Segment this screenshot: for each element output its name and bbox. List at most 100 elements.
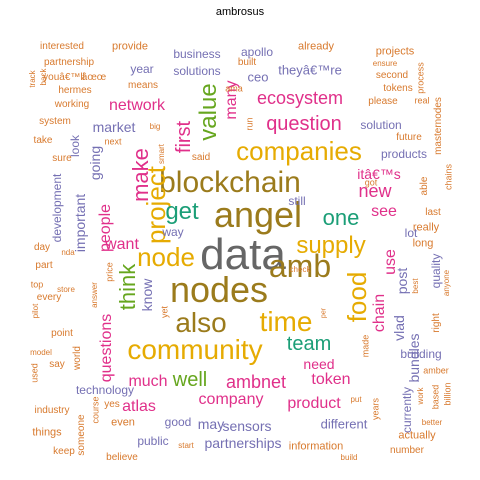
word-food: food — [342, 271, 372, 323]
word-lot: lot — [404, 226, 418, 240]
word-future: future — [396, 132, 422, 143]
word-quality: quality — [429, 253, 443, 289]
word-course: course — [90, 396, 101, 424]
word-per: per — [320, 307, 328, 319]
word-years: years — [370, 397, 381, 421]
word-partnership: partnership — [43, 57, 95, 68]
word-question: question — [266, 113, 342, 135]
word-best: best — [411, 278, 420, 294]
word-work: work — [416, 387, 425, 405]
word-check: check — [289, 265, 311, 274]
word-things: things — [32, 426, 62, 439]
word-supply: supply — [296, 232, 366, 259]
word-second: second — [375, 70, 409, 81]
word-point: point — [51, 328, 73, 339]
word-last: last — [425, 207, 441, 218]
word-track: track — [28, 70, 37, 88]
word-build: build — [340, 453, 358, 462]
word-information: information — [288, 440, 344, 453]
word-still: still — [288, 194, 306, 208]
word-masternodes: masternodes — [433, 97, 444, 155]
word-company: company — [198, 391, 264, 408]
word-yes: yes — [104, 399, 120, 410]
word-every: every — [36, 292, 62, 303]
word-community: community — [127, 334, 263, 365]
word-time: time — [259, 306, 313, 337]
word-back: back — [39, 68, 48, 86]
word-built: built — [237, 57, 257, 68]
word-actually: actually — [398, 429, 436, 442]
word-start: start — [178, 441, 194, 450]
word-nda: nda — [61, 248, 75, 257]
word-ecosystem: ecosystem — [256, 88, 344, 108]
word-used: used — [29, 363, 40, 383]
word-it-s: itâ€™s — [357, 166, 401, 182]
word-please: please — [368, 96, 398, 107]
word-world: world — [72, 346, 83, 370]
word-anyone: anyone — [442, 269, 451, 297]
word-better: better — [421, 418, 443, 427]
word-means: means — [127, 80, 159, 91]
word-get: get — [165, 198, 199, 225]
word-products: products — [380, 147, 428, 161]
word-even: even — [111, 416, 135, 429]
word-pilot: pilot — [31, 303, 40, 319]
word-data: data — [200, 230, 286, 279]
word-technology: technology — [75, 383, 135, 397]
word-ensure: ensure — [372, 59, 398, 68]
word-team: team — [286, 333, 332, 355]
word-put: put — [350, 395, 362, 404]
word-business: business — [173, 47, 221, 61]
word-apollo: apollo — [240, 45, 274, 59]
word-building: building — [400, 347, 442, 361]
word-product: product — [287, 395, 341, 412]
word-token: token — [311, 371, 351, 388]
word-big: big — [149, 122, 161, 131]
word-much: much — [128, 373, 168, 390]
word-see: see — [371, 203, 397, 220]
word-questions: questions — [98, 313, 115, 383]
word-solution: solution — [360, 118, 402, 132]
word-first: first — [173, 120, 195, 154]
word-right: right — [431, 313, 442, 333]
word-sure: sure — [52, 153, 72, 164]
word-important: important — [72, 193, 88, 253]
word-post: post — [394, 267, 410, 295]
word-vlad: vlad — [391, 315, 407, 341]
word-based: based — [430, 384, 441, 410]
word-projects: projects — [375, 45, 415, 58]
word-think: think — [115, 263, 140, 311]
word-top: top — [30, 279, 44, 290]
word-got: got — [364, 177, 378, 188]
word-way: way — [162, 225, 184, 239]
word-new: new — [358, 181, 392, 201]
word-ama: ama — [225, 83, 243, 94]
word-working: working — [54, 99, 90, 110]
word-value: value — [195, 83, 222, 141]
word-billion: billion — [442, 382, 453, 406]
word-said: said — [191, 152, 211, 163]
word-say: say — [49, 359, 65, 370]
word-smart: smart — [157, 144, 166, 164]
word-they-re: theyâ€™re — [278, 62, 342, 78]
word-year: year — [130, 62, 154, 76]
word-answer: answer — [90, 282, 99, 308]
word-day: day — [33, 242, 51, 253]
word-angel: angel — [213, 194, 303, 235]
word-atlas: atlas — [122, 398, 156, 415]
word-able: able — [419, 176, 430, 196]
word-ambnet: ambnet — [225, 372, 287, 392]
word-people: people — [97, 203, 114, 253]
word-make: make — [128, 148, 153, 202]
word-different: different — [320, 416, 368, 432]
word-blockchain: blockchain — [159, 166, 301, 199]
word-need: need — [303, 356, 335, 372]
word-good: good — [164, 415, 192, 429]
word-well: well — [172, 369, 208, 391]
word-store: store — [57, 285, 75, 294]
word-also: also — [175, 307, 227, 338]
word-next: next — [104, 136, 122, 147]
word-long: long — [412, 237, 434, 250]
word-going: going — [87, 145, 103, 181]
